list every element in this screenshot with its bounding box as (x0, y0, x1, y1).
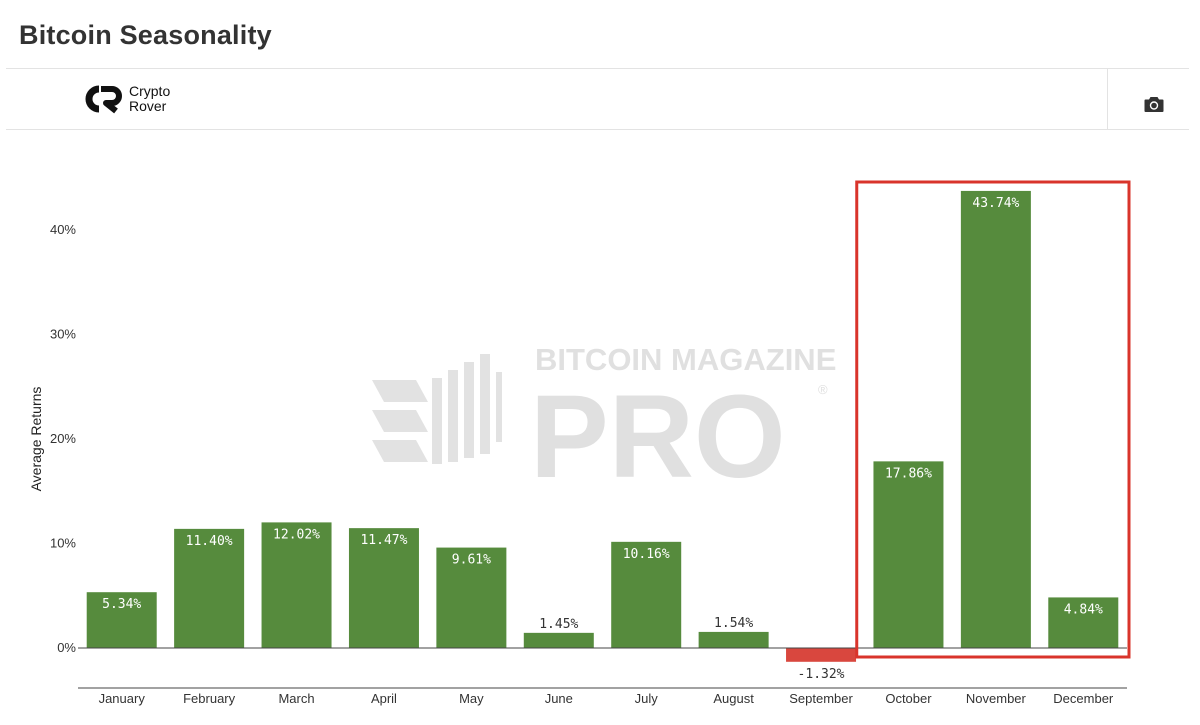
logo-text-line1: Crypto (129, 83, 171, 99)
x-tick-label: November (966, 691, 1027, 706)
crypto-rover-logo-mark (85, 85, 122, 114)
logo-text: Crypto Rover (129, 84, 170, 114)
bar-value-label: 5.34% (102, 597, 141, 612)
x-tick-label: April (371, 691, 397, 706)
watermark-line2: PRO (530, 371, 786, 480)
bar-june[interactable] (523, 632, 594, 648)
bar-value-label: 11.40% (186, 534, 233, 549)
x-tick-label: February (183, 691, 236, 706)
y-tick-label: 30% (50, 327, 76, 342)
logo-text-line2: Rover (129, 98, 167, 114)
x-tick-label: December (1053, 691, 1114, 706)
bar-may[interactable] (436, 547, 507, 648)
bar-february[interactable] (174, 528, 245, 648)
bar-value-label: 17.86% (885, 466, 932, 481)
x-tick-label: March (278, 691, 314, 706)
x-tick-label: June (545, 691, 573, 706)
x-tick-label: May (459, 691, 484, 706)
bar-value-label: 10.16% (623, 547, 670, 562)
page-title: Bitcoin Seasonality (19, 20, 272, 50)
bar-april[interactable] (348, 528, 419, 648)
bar-january[interactable] (86, 592, 157, 648)
x-tick-label: October (885, 691, 932, 706)
y-tick-label: 10% (50, 536, 76, 551)
watermark-line1: BITCOIN MAGAZINE (535, 342, 836, 377)
bar-value-label: 1.54% (714, 616, 753, 631)
y-tick-label: 0% (57, 640, 76, 655)
bar-august[interactable] (698, 631, 769, 648)
x-tick-label: August (713, 691, 754, 706)
y-tick-label: 40% (50, 222, 76, 237)
bar-december[interactable] (1048, 597, 1119, 648)
y-axis-title: Average Returns (28, 387, 44, 492)
camera-icon (1144, 97, 1164, 112)
highlight-box (855, 180, 1131, 659)
bar-value-label: 4.84% (1064, 602, 1103, 617)
download-image-button[interactable] (1144, 96, 1168, 116)
crypto-rover-logo: Crypto Rover (79, 83, 170, 115)
bar-november[interactable] (960, 190, 1031, 649)
bar-september[interactable] (786, 648, 857, 662)
x-tick-label: July (635, 691, 659, 706)
watermark: BITCOIN MAGAZINE PRO ® (372, 342, 836, 480)
watermark-registered-mark: ® (818, 382, 828, 397)
seasonality-chart: 0% 10% 20% 30% 40% Average Returns 5.34% Januar… (28, 180, 1131, 706)
bar-value-label: 1.45% (539, 617, 578, 632)
x-tick-label: September (789, 691, 853, 706)
y-tick-label: 20% (50, 431, 76, 446)
bar-value-label: 43.74% (972, 196, 1019, 211)
bar-value-label: -1.32% (798, 667, 845, 682)
chart-toolbar: Crypto Rover (6, 68, 1189, 130)
bar-march[interactable] (261, 522, 332, 648)
bar-value-label: 9.61% (452, 553, 491, 568)
toolbar-divider (1107, 69, 1108, 129)
x-tick-label: January (99, 691, 146, 706)
bar-october[interactable] (873, 461, 944, 648)
bar-value-label: 11.47% (360, 533, 407, 548)
watermark-stripes (372, 354, 502, 464)
bar-july[interactable] (611, 541, 682, 648)
bar-value-label: 12.02% (273, 527, 320, 542)
